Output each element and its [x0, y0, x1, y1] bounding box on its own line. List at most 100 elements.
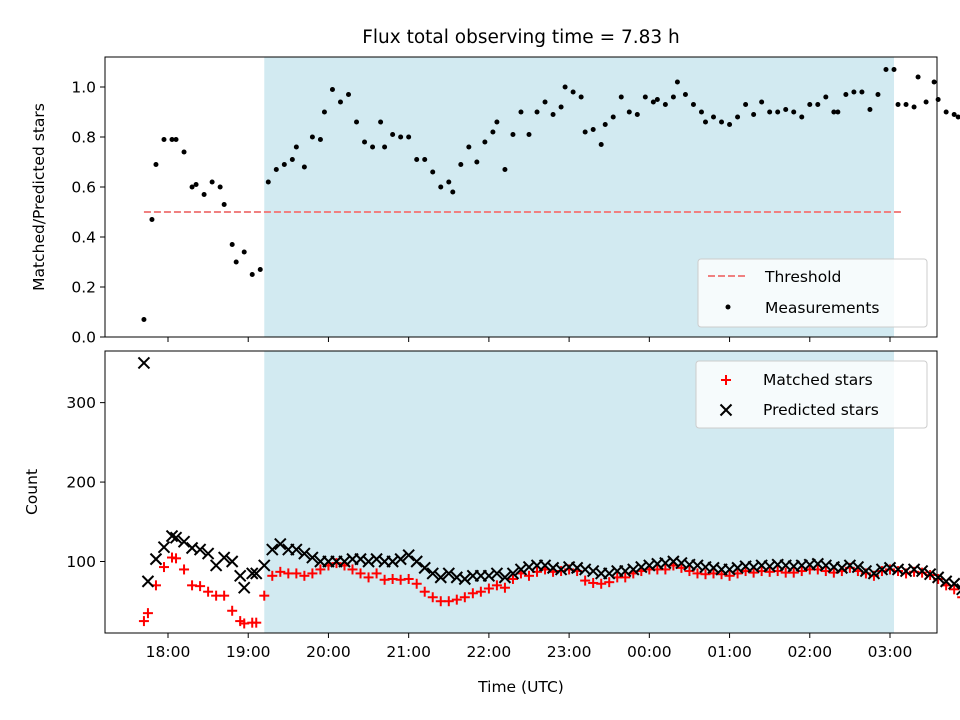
xtick-label-8: 02:00 — [787, 643, 832, 661]
predicted-marker-91 — [851, 560, 865, 574]
predicted-marker-23 — [306, 551, 319, 564]
matched-marker-75 — [724, 570, 735, 581]
measurement-point-20 — [281, 162, 287, 167]
matched-stars-markers — [138, 552, 960, 629]
xtick-label-0: 18:00 — [146, 643, 191, 661]
predicted-marker-5 — [169, 531, 183, 544]
measurement-point-83 — [743, 102, 749, 107]
measurement-point-77 — [698, 109, 704, 115]
matched-marker-19 — [275, 566, 286, 577]
measurement-point-57 — [558, 104, 564, 110]
matched-marker-0 — [138, 616, 149, 627]
measurement-point-67 — [626, 109, 632, 115]
measurement-point-16 — [249, 272, 255, 277]
matched-marker-35 — [403, 573, 414, 584]
predicted-marker-1 — [141, 575, 155, 588]
measurement-point-98 — [859, 89, 865, 95]
predicted-marker-22 — [298, 547, 311, 560]
matched-marker-47 — [499, 582, 510, 593]
predicted-marker-4 — [165, 529, 179, 543]
measurement-point-69 — [642, 94, 648, 100]
matched-marker-18 — [267, 570, 278, 581]
measurement-point-18 — [265, 179, 271, 185]
matched-marker-57 — [580, 575, 591, 586]
predicted-marker-52 — [538, 559, 552, 572]
measurement-point-1 — [149, 217, 155, 222]
matched-marker-43 — [467, 588, 478, 599]
predicted-marker-2 — [149, 552, 163, 566]
matched-marker-95 — [885, 564, 895, 575]
measurement-point-11 — [217, 184, 223, 190]
measurement-point-41 — [438, 184, 444, 190]
predicted-marker-14 — [238, 581, 251, 594]
count-panel: 100 200 300 18:00 19:00 20:00 21:00 22:00 23:00 0… — [23, 350, 960, 696]
matched-marker-45 — [483, 583, 494, 594]
predicted-marker-38 — [426, 567, 439, 580]
measurement-point-71 — [654, 97, 660, 102]
measurement-point-22 — [293, 144, 299, 150]
predicted-marker-11 — [217, 551, 231, 564]
predicted-marker-12 — [225, 555, 239, 568]
legend-predicted-cross — [719, 403, 733, 417]
measurement-point-82 — [735, 114, 741, 120]
measurement-point-99 — [867, 107, 873, 112]
top-legend-box — [697, 258, 928, 328]
measurement-point-36 — [398, 134, 404, 140]
measurement-point-51 — [510, 132, 516, 137]
predicted-marker-6 — [177, 535, 191, 548]
measurement-point-86 — [767, 109, 773, 115]
predicted-marker-13 — [233, 569, 247, 583]
predicted-marker-15 — [246, 567, 259, 580]
measurement-point-43 — [450, 189, 456, 195]
xtick-label-7: 01:00 — [707, 643, 752, 661]
measurement-point-74 — [674, 79, 680, 85]
matched-marker-60 — [604, 577, 615, 588]
matched-marker-8 — [195, 581, 206, 592]
measurement-point-3 — [161, 137, 167, 142]
measurement-point-32 — [370, 144, 376, 150]
predicted-marker-99 — [915, 564, 929, 578]
predicted-marker-89 — [835, 561, 849, 575]
matched-marker-96 — [893, 566, 904, 577]
measurement-point-24 — [309, 134, 315, 140]
matched-marker-69 — [676, 562, 687, 573]
matched-marker-40 — [443, 596, 454, 607]
measurement-point-37 — [406, 134, 412, 140]
predicted-marker-19 — [274, 537, 287, 551]
legend-predicted-label: Predicted stars — [763, 401, 879, 419]
predicted-marker-102 — [939, 575, 953, 588]
predicted-marker-0 — [137, 356, 151, 370]
measurement-point-89 — [791, 109, 797, 115]
measurement-point-42 — [446, 179, 452, 185]
measurement-point-62 — [590, 127, 596, 132]
measurement-point-78 — [702, 119, 708, 125]
predicted-marker-49 — [514, 563, 528, 576]
legend-matched-swatch — [721, 375, 731, 385]
matched-marker-5 — [171, 553, 182, 564]
matched-marker-78 — [748, 567, 759, 578]
matched-marker-59 — [596, 578, 607, 589]
measurement-point-56 — [550, 112, 556, 117]
matched-marker-28 — [347, 564, 358, 575]
predicted-marker-27 — [338, 555, 351, 568]
measurement-point-23 — [301, 164, 307, 170]
measurement-point-92 — [815, 102, 821, 107]
measurement-point-53 — [526, 132, 532, 137]
predicted-marker-101 — [931, 571, 945, 584]
measurement-point-91 — [807, 102, 813, 107]
ratio-panel: 0.0 0.2 0.4 0.6 0.8 1.0 Matched/Predicted sta… — [30, 56, 960, 347]
measurement-point-54 — [534, 109, 540, 115]
measurement-point-39 — [422, 157, 428, 162]
predicted-marker-92 — [859, 564, 873, 578]
matched-marker-62 — [620, 572, 631, 583]
measurement-point-49 — [494, 119, 500, 125]
measurement-point-40 — [430, 169, 436, 175]
legend-matched-plus — [721, 375, 731, 385]
top-y-axis-label: Matched/Predicted stars — [30, 103, 48, 291]
matched-marker-21 — [291, 568, 302, 579]
measurement-point-38 — [414, 157, 420, 162]
measurement-point-101 — [883, 67, 889, 72]
measurement-point-10 — [209, 179, 215, 185]
measurement-point-44 — [458, 162, 464, 167]
